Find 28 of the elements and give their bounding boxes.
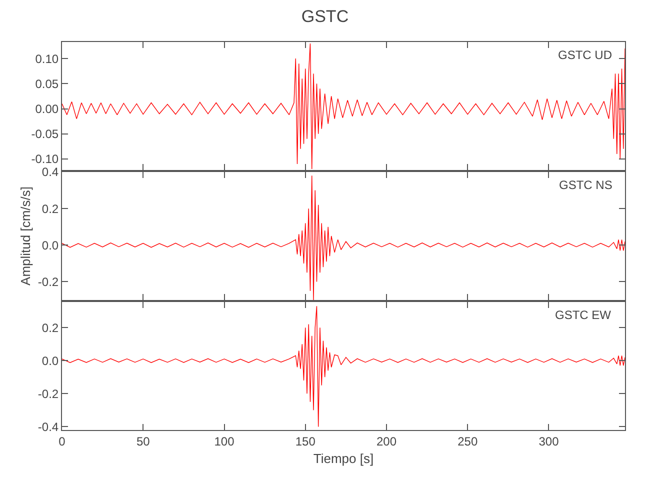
y-tick-label: 0.2 [42,202,59,216]
line-series [62,306,625,428]
y-tick-label: 0.05 [35,76,59,91]
y-tick-label: 0.0 [42,238,59,252]
y-tick-label: 0.2 [42,320,59,335]
annotation: GSTC UD [558,48,612,62]
line-series [62,175,625,300]
x-tick-label: 0 [58,434,66,448]
x-tick-label: 150 [295,434,316,448]
annotation: GSTC NS [559,178,612,192]
x-axis-title: Tiempo [s] [313,451,374,466]
x-tick-label: 200 [376,434,397,448]
y-tick-label: -0.4 [38,420,59,434]
y-tick-label: -0.10 [31,152,59,166]
y-tick-label: 0.4 [42,165,59,180]
x-tick-label: 100 [214,434,235,448]
y-tick-label: 0.00 [35,102,59,116]
x-tick-label: 50 [136,434,150,448]
y-axis-title: Amplitud [cm/s/s] [18,186,33,286]
y-tick-label: 0.10 [35,52,59,66]
x-tick-label: 300 [538,434,560,448]
x-tick-label: 250 [458,434,478,448]
chart-title: GSTC [301,6,349,26]
annotation: GSTC EW [555,308,612,322]
y-tick-label: -0.2 [38,274,59,289]
y-tick-label: -0.05 [31,127,59,142]
y-tick-label: 0.0 [42,354,59,368]
y-tick-label: -0.2 [38,386,59,401]
